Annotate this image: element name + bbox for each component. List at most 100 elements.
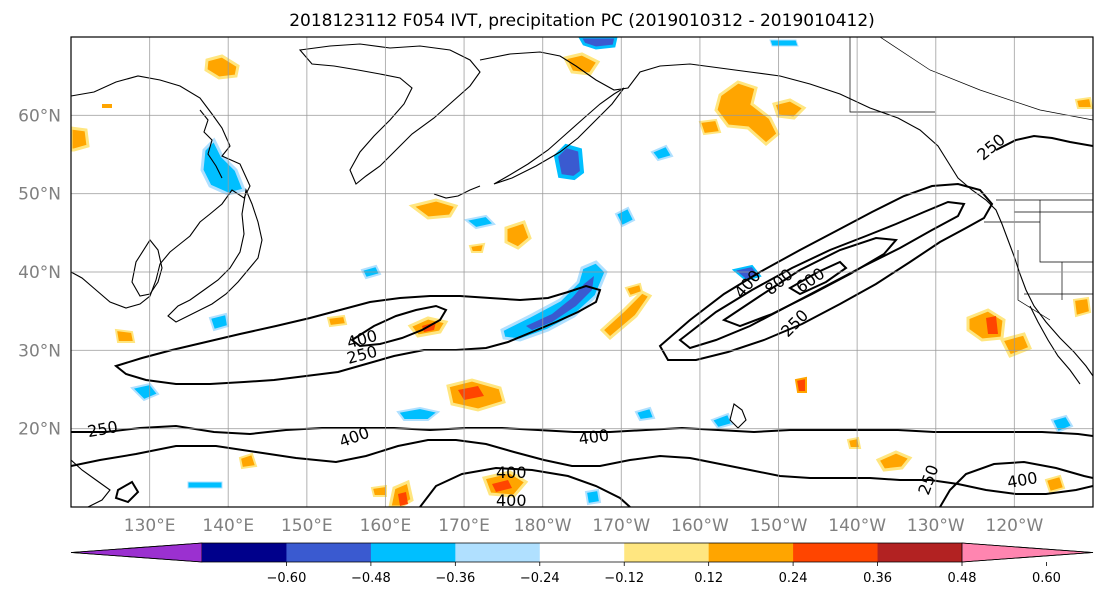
longitude-labels: 130°E 140°E 150°E 160°E 170°E 180°W 170°W 160°W… — [124, 516, 1044, 536]
colorbar-segment — [455, 543, 541, 562]
precip-patch — [1072, 296, 1092, 318]
contour-label: 400 — [496, 491, 527, 510]
ivt-contour-250-north — [995, 134, 1093, 151]
precip-patch-negative — [1050, 414, 1074, 434]
colorbar-tick-label: 0.24 — [779, 571, 808, 586]
latitude-label: 50°N — [18, 185, 61, 205]
precip-patch — [71, 126, 90, 152]
coastline-japan — [167, 188, 263, 323]
ivt-contour-400-south — [71, 439, 1093, 495]
colorbar-segment — [877, 543, 963, 562]
precip-patch — [504, 220, 532, 250]
ivt-contour-250-west — [113, 284, 602, 385]
longitude-label: 160°E — [360, 516, 412, 536]
longitude-label: 160°W — [671, 516, 729, 536]
precip-patch — [698, 118, 722, 136]
ivt-contour-250-southeast — [939, 460, 1093, 507]
precip-patch — [624, 282, 644, 298]
ivt-contour-250-south — [71, 424, 1093, 437]
longitude-label: 150°E — [281, 516, 333, 536]
precip-patch-negative — [650, 144, 674, 162]
precip-patch — [772, 98, 807, 120]
latitude-label: 60°N — [18, 106, 61, 126]
precip-patch-negative — [614, 206, 636, 228]
precip-patch-strong — [398, 492, 408, 506]
precip-positive-patches — [71, 52, 1093, 507]
border-canada-provinces — [879, 37, 1093, 121]
coastlines — [71, 43, 1093, 507]
colorbar: −0.60 −0.48 −0.36 −0.24 −0.12 0.12 0.24 0.36 0.4… — [70, 542, 1094, 586]
precip-patch — [114, 328, 136, 343]
coastline-hawaii — [729, 403, 747, 429]
colorbar-tick-label: −0.36 — [435, 571, 475, 586]
border-alaska-canada — [849, 37, 935, 113]
ivt-contour-250-east — [658, 182, 994, 361]
coastline-alaska-peninsula — [493, 87, 625, 185]
borders — [849, 37, 1093, 321]
precip-patch-negative — [208, 312, 230, 332]
colorbar-tick-label: 0.48 — [948, 571, 977, 586]
latitude-label: 40°N — [18, 263, 61, 283]
longitude-label: 130°E — [124, 516, 176, 536]
colorbar-tick-label: −0.48 — [351, 571, 391, 586]
border-states-5 — [1017, 250, 1051, 321]
map-frame — [70, 36, 1094, 508]
precip-patch-strong-negative — [526, 276, 594, 330]
longitude-label: 130°W — [907, 516, 965, 536]
precip-patch — [238, 452, 258, 470]
precip-patch — [1074, 96, 1093, 109]
precip-patch — [714, 80, 780, 146]
precip-patch-negative — [584, 488, 602, 506]
coastline-north-america — [479, 51, 1093, 377]
precip-patch-negative — [200, 137, 247, 196]
latitude-label: 20°N — [18, 420, 61, 440]
precip-patch — [599, 290, 653, 341]
colorbar-segment — [793, 543, 879, 562]
contour-label: 400 — [496, 463, 527, 482]
precip-patch — [468, 242, 486, 253]
ivt-contour-600-east — [721, 236, 899, 328]
colorbar-extend-low — [70, 542, 203, 563]
precip-patch-strong — [794, 376, 807, 393]
precip-patch — [326, 314, 348, 328]
colorbar-tick-label: 0.12 — [694, 571, 723, 586]
precip-patch-negative — [634, 406, 656, 422]
border-states-2 — [1039, 200, 1093, 263]
coastline-kamchatka-okhotsk — [298, 43, 481, 185]
colorbar-tick-label: −0.60 — [267, 571, 307, 586]
latitude-label: 30°N — [18, 341, 61, 361]
precip-patch — [1044, 474, 1066, 494]
longitude-label: 140°W — [828, 516, 886, 536]
longitude-label: 180°W — [514, 516, 572, 536]
colorbar-tick-label: −0.24 — [520, 571, 560, 586]
precip-patch-negative — [463, 214, 496, 230]
precip-patch-negative — [396, 406, 441, 421]
coastline-sakhalin — [199, 109, 223, 179]
precip-patch — [408, 198, 459, 220]
ivt-contour-small — [114, 480, 140, 504]
colorbar-segment — [370, 543, 456, 562]
precip-patch — [562, 52, 601, 76]
longitude-label: 140°E — [202, 516, 254, 536]
precip-patch-negative — [769, 39, 799, 47]
colorbar-segment — [708, 543, 794, 562]
coastline-baja — [1029, 305, 1081, 385]
coastline-asia — [71, 75, 251, 309]
precip-patch — [204, 54, 240, 80]
colorbar-segment — [539, 543, 625, 562]
precip-patch-negative — [187, 481, 223, 489]
figure-title: 2018123112 F054 IVT, precipitation PC (2… — [289, 11, 875, 31]
colorbar-extend-high — [961, 542, 1094, 563]
colorbar-tick-label: −0.12 — [604, 571, 644, 586]
precip-patch-negative — [130, 382, 160, 402]
ivt-contours — [71, 134, 1093, 507]
precip-patch-strong — [986, 316, 998, 334]
precip-patch — [370, 484, 387, 497]
precip-patch-negative — [553, 143, 585, 181]
precip-patch-negative — [710, 412, 734, 430]
precip-patch-negative — [578, 37, 618, 50]
longitude-label: 120°W — [986, 516, 1044, 536]
precip-patch — [875, 450, 913, 472]
